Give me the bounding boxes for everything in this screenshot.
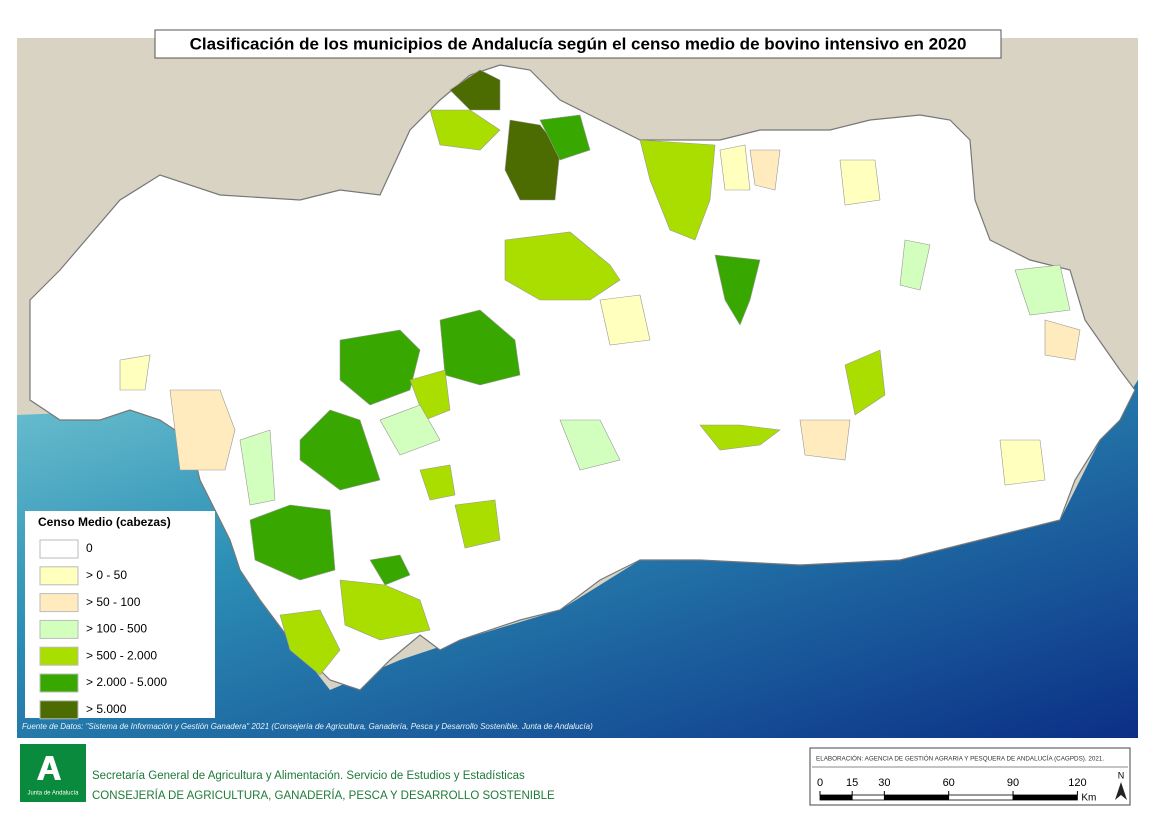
legend-swatch — [39, 646, 79, 666]
legend-swatch — [39, 539, 79, 559]
legend-swatch — [39, 593, 79, 613]
municipality-group — [429, 109, 501, 151]
legend-title: Censo Medio (cabezas) — [38, 515, 171, 529]
scale-label: 120 — [1068, 777, 1086, 789]
source-note: Fuente de Datos: "Sistema de Información… — [22, 722, 593, 731]
municipality-group — [504, 231, 621, 301]
logo-text: Junta de Andalucía — [27, 791, 79, 797]
scale-label: 15 — [846, 777, 858, 789]
municipality-group — [999, 439, 1046, 486]
scale-label: 30 — [878, 777, 890, 789]
municipality-group — [719, 144, 751, 191]
footer-line2: CONSEJERÍA DE AGRICULTURA, GANADERÍA, PE… — [92, 789, 555, 802]
legend-label: > 50 - 100 — [86, 595, 141, 609]
municipality-group — [379, 404, 441, 456]
municipality-group — [454, 499, 501, 549]
scale-segment — [883, 794, 950, 801]
municipality-group — [899, 239, 931, 291]
legend-label: > 100 - 500 — [86, 622, 147, 636]
scale-label: 60 — [943, 777, 955, 789]
scale-segment — [948, 794, 1014, 801]
municipality-group — [799, 419, 851, 461]
scale-segment — [851, 794, 885, 801]
legend-swatch — [39, 673, 79, 693]
municipality-group — [1014, 264, 1071, 316]
footer-line1: Secretaría General de Agricultura y Alim… — [92, 770, 525, 782]
credits: ELABORACIÓN: AGENCIA DE GESTIÓN AGRARIA … — [816, 754, 1104, 763]
municipality-group — [559, 419, 621, 471]
municipality-group — [419, 464, 456, 501]
municipality-group — [449, 69, 501, 111]
municipality-group — [339, 579, 431, 641]
municipality-group — [369, 554, 411, 586]
logo-mark — [37, 756, 61, 780]
municipality-group — [119, 354, 151, 391]
legend-label: 0 — [86, 541, 93, 555]
scale-unit: Km — [1081, 793, 1096, 804]
title-box — [154, 29, 1002, 59]
municipality-group — [639, 139, 716, 241]
municipality-group — [714, 254, 761, 326]
legend-swatch — [39, 619, 79, 639]
municipality-group — [839, 159, 881, 206]
map-title: Clasificación de los municipios de Andal… — [190, 34, 967, 53]
legend-swatch — [39, 700, 79, 720]
municipality-group — [1044, 319, 1081, 361]
scale-segment — [1012, 794, 1078, 801]
municipality-group — [699, 424, 781, 451]
legend-label: > 5.000 — [86, 702, 127, 716]
municipality-group — [504, 119, 561, 201]
municipality-group — [169, 389, 236, 471]
municipality-group — [749, 149, 781, 191]
municipality-group — [844, 349, 886, 416]
scale-label: 90 — [1007, 777, 1019, 789]
municipality-group — [539, 114, 591, 161]
municipality-group — [239, 429, 276, 506]
scale-label: 0 — [817, 777, 823, 789]
legend-swatch — [39, 566, 79, 586]
municipality-group — [339, 329, 421, 406]
legend-label: > 2.000 - 5.000 — [86, 675, 167, 689]
municipality-group — [249, 504, 336, 581]
municipality-group — [599, 294, 651, 346]
legend-label: > 500 - 2.000 — [86, 648, 157, 662]
north-arrow — [1115, 782, 1127, 800]
legend-label: > 0 - 50 — [86, 568, 127, 582]
north-label: N — [1118, 770, 1125, 780]
scale-segment — [819, 794, 853, 801]
municipality-group — [299, 409, 381, 491]
municipality-group — [279, 609, 341, 676]
